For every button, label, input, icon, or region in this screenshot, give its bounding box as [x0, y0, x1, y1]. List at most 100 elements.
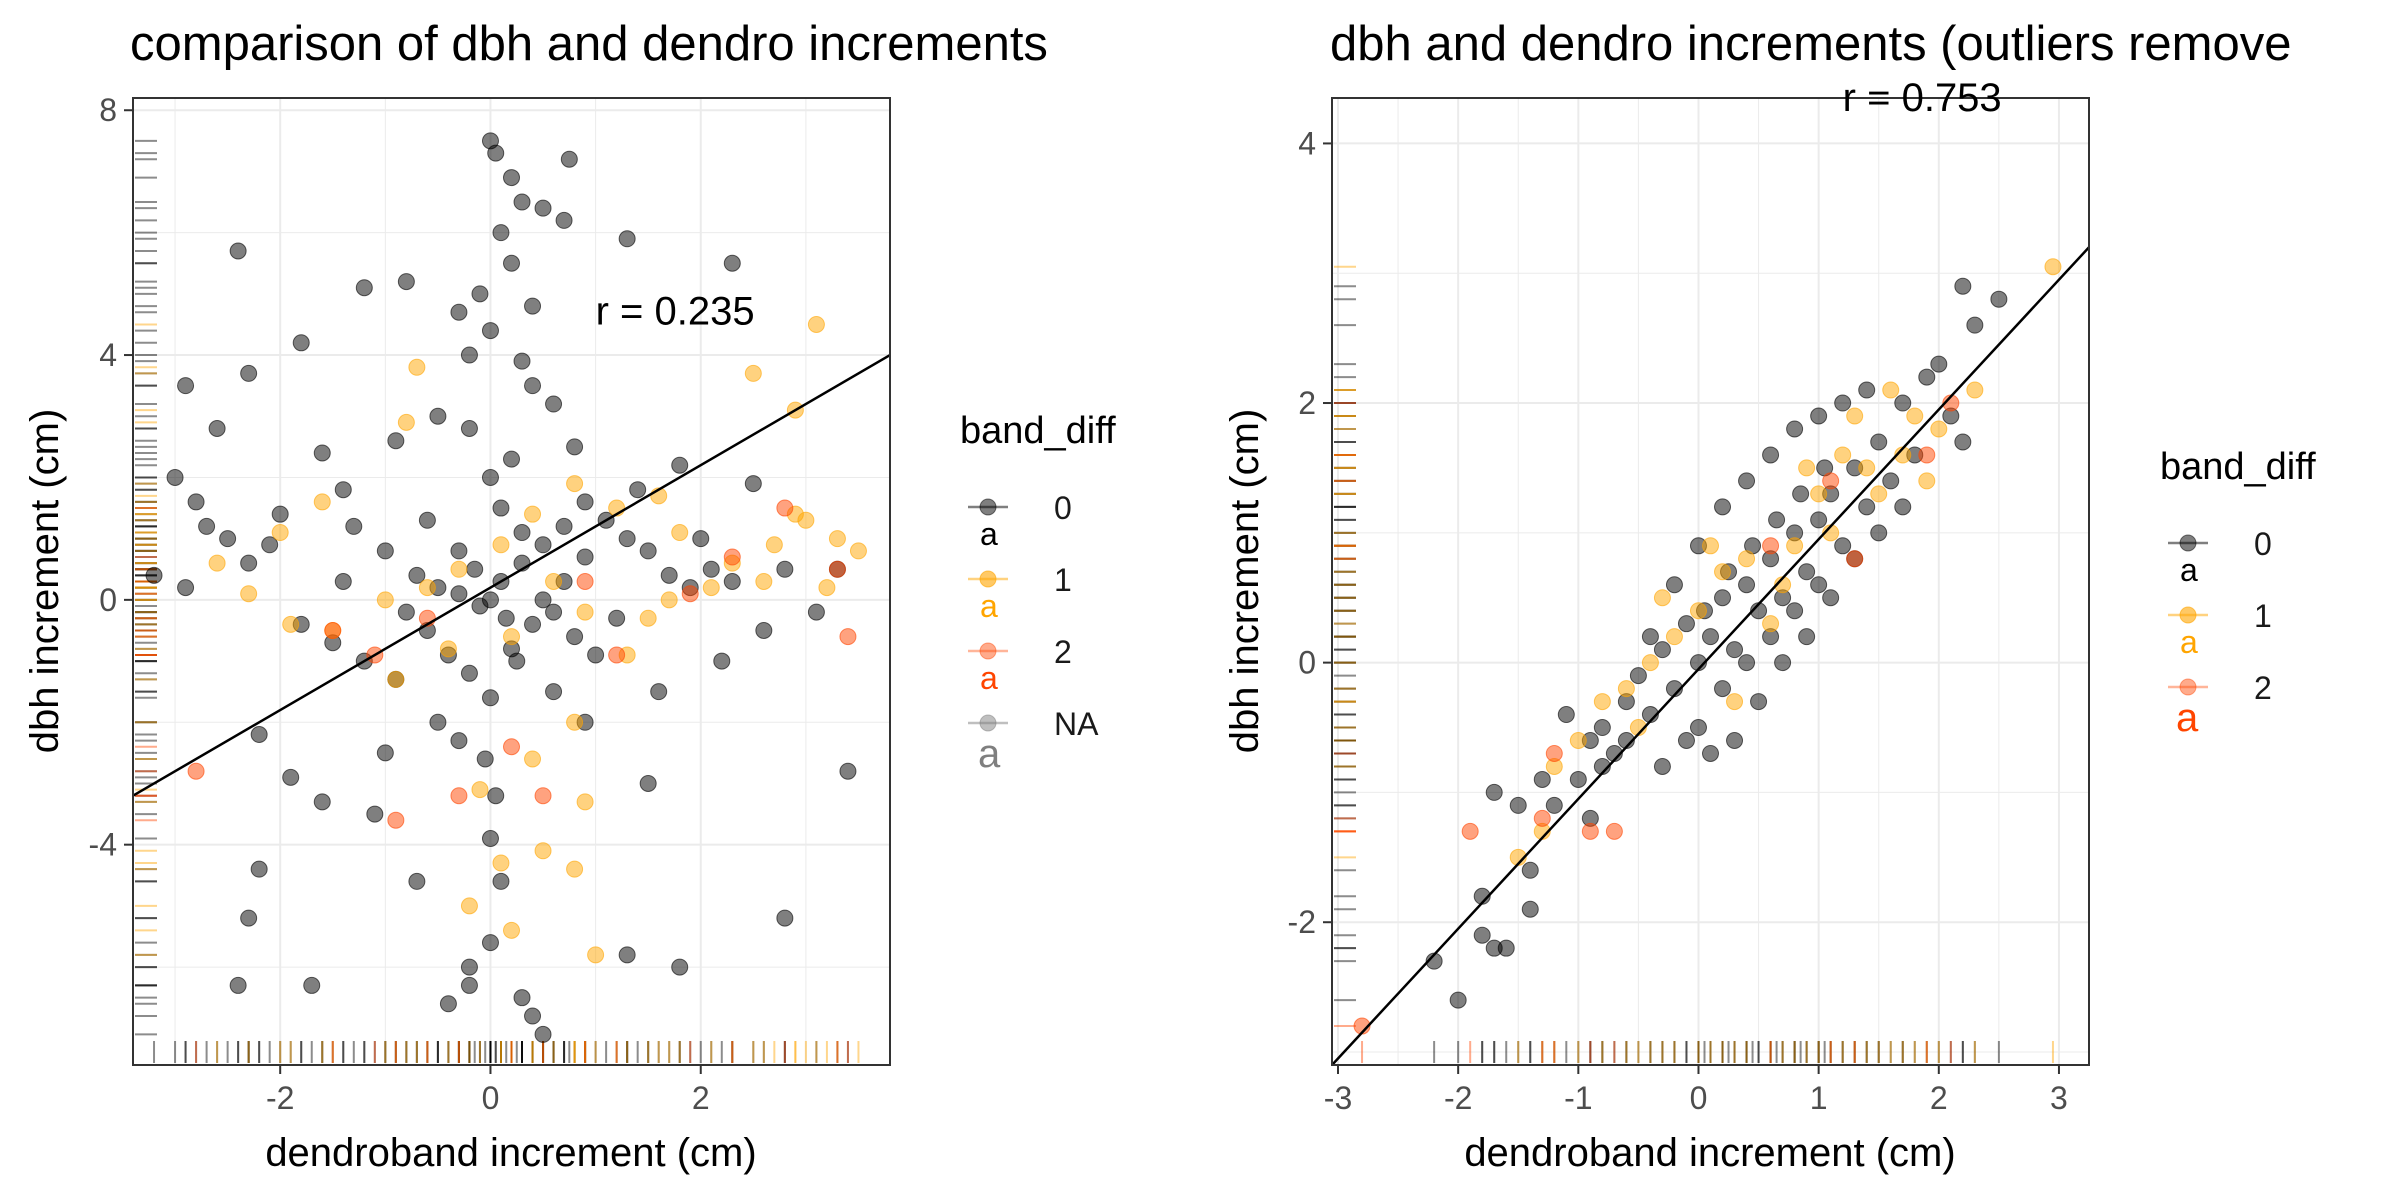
- data-point-band-diff-1: [492, 536, 510, 554]
- data-point-band-diff-1: [208, 554, 226, 572]
- data-point-band-diff-0: [671, 958, 689, 976]
- data-point-band-diff-0: [776, 560, 794, 578]
- data-point-band-diff-1: [1846, 407, 1864, 425]
- data-point-band-diff-0: [1593, 719, 1611, 737]
- data-point-band-diff-0: [618, 946, 636, 964]
- data-point-band-diff-0: [1629, 667, 1647, 685]
- data-point-band-diff-0: [497, 609, 515, 627]
- data-point-band-diff-1: [566, 860, 584, 878]
- legend-key-glyph: a: [2180, 624, 2198, 660]
- data-point-band-diff-0: [313, 444, 331, 462]
- legend-key-point: [979, 714, 997, 732]
- data-point-band-diff-0: [166, 468, 184, 486]
- data-point-band-diff-0: [1473, 926, 1491, 944]
- data-point-band-diff-0: [503, 450, 520, 468]
- y-tick-label: 0: [1298, 645, 1316, 681]
- data-point-band-diff-0: [702, 560, 720, 578]
- data-point-band-diff-1: [460, 897, 478, 915]
- data-point-band-diff-0: [481, 830, 499, 848]
- data-point-band-diff-0: [503, 254, 520, 272]
- panel-2: dbh and dendro increments (outliers remo…: [1223, 17, 2316, 1175]
- data-point-band-diff-0: [1918, 368, 1936, 386]
- panel-2-legend-key-2: a 2: [2168, 670, 2272, 740]
- data-point-band-diff-2: [387, 811, 405, 829]
- data-point-band-diff-0: [1641, 628, 1659, 646]
- data-point-band-diff-0: [439, 995, 457, 1013]
- data-point-band-diff-0: [303, 976, 321, 994]
- legend-key-glyph: a: [2180, 552, 2198, 588]
- data-point-band-diff-0: [250, 860, 268, 878]
- data-point-band-diff-2: [503, 738, 520, 756]
- panel-1-rug: [135, 139, 860, 1063]
- legend-key-point: [2179, 678, 2197, 696]
- data-point-band-diff-1: [755, 573, 773, 590]
- data-point-band-diff-1: [1870, 485, 1888, 503]
- data-point-band-diff-0: [1798, 563, 1816, 581]
- data-point-band-diff-0: [1792, 485, 1810, 503]
- panel-1-legend-key-2: a 2: [968, 634, 1072, 696]
- data-point-band-diff-1: [849, 542, 867, 560]
- data-point-band-diff-0: [576, 493, 594, 511]
- data-point-band-diff-0: [408, 566, 426, 584]
- data-point-band-diff-1: [282, 615, 300, 633]
- data-point-band-diff-0: [240, 909, 258, 927]
- data-point-band-diff-0: [1726, 732, 1744, 750]
- data-point-band-diff-0: [1822, 589, 1840, 607]
- y-tick-label: -2: [1288, 904, 1316, 940]
- data-point-band-diff-0: [576, 548, 594, 566]
- legend-key-point: [979, 498, 997, 516]
- data-point-band-diff-0: [476, 750, 494, 768]
- data-point-band-diff-0: [608, 609, 626, 627]
- data-point-band-diff-2: [1918, 446, 1936, 464]
- data-point-band-diff-0: [513, 352, 531, 370]
- data-point-band-diff-0: [481, 934, 499, 952]
- data-point-band-diff-0: [1834, 394, 1852, 412]
- data-point-band-diff-0: [261, 536, 279, 554]
- data-point-band-diff-0: [1858, 498, 1876, 516]
- panel-2-legend-key-1: a 1: [2168, 598, 2272, 660]
- data-point-band-diff-0: [618, 530, 636, 548]
- data-point-band-diff-0: [145, 566, 163, 584]
- x-tick-label: 0: [482, 1080, 500, 1116]
- panel-2-legend: band_diff a 0 a 1 a 2: [2160, 446, 2316, 740]
- data-point-band-diff-0: [466, 560, 484, 578]
- data-point-band-diff-1: [587, 946, 605, 964]
- data-point-band-diff-0: [650, 683, 668, 701]
- data-point-band-diff-1: [660, 591, 678, 609]
- data-point-band-diff-0: [282, 768, 300, 786]
- data-point-band-diff-0: [744, 475, 762, 493]
- data-point-band-diff-0: [1774, 654, 1792, 672]
- legend-key-point: [2179, 534, 2197, 552]
- data-point-band-diff-0: [366, 805, 384, 823]
- data-point-band-diff-2: [1533, 809, 1551, 827]
- panel-2-correlation-annotation: r = 0.753: [1843, 76, 2002, 120]
- data-point-band-diff-0: [513, 524, 531, 542]
- data-point-band-diff-1: [744, 364, 762, 382]
- panel-2-regression-line: [1331, 246, 2090, 1066]
- panel-1-legend-label-2: 2: [1054, 634, 1072, 670]
- data-point-band-diff-0: [1834, 537, 1852, 555]
- data-point-band-diff-1: [471, 781, 489, 799]
- data-point-band-diff-0: [1521, 900, 1539, 918]
- data-point-band-diff-2: [1822, 472, 1840, 490]
- data-point-band-diff-0: [481, 468, 499, 486]
- panel-1-legend-label-3: NA: [1054, 706, 1099, 742]
- x-tick-label: -2: [1444, 1080, 1472, 1116]
- plot-background: [1332, 98, 2089, 1065]
- data-point-band-diff-0: [1714, 589, 1732, 607]
- data-point-band-diff-0: [508, 652, 526, 670]
- data-point-band-diff-0: [450, 732, 468, 750]
- data-point-band-diff-0: [471, 285, 489, 303]
- legend-key-point: [2179, 606, 2197, 624]
- data-point-band-diff-0: [450, 542, 468, 560]
- data-point-band-diff-0: [376, 542, 394, 560]
- data-point-band-diff-0: [1677, 615, 1695, 633]
- data-point-band-diff-0: [1768, 511, 1786, 529]
- data-point-band-diff-0: [660, 566, 678, 584]
- data-point-band-diff-0: [492, 872, 510, 890]
- data-point-band-diff-0: [313, 793, 331, 811]
- data-point-band-diff-1: [1702, 537, 1719, 555]
- data-point-band-diff-0: [524, 615, 542, 633]
- data-point-band-diff-0: [513, 193, 531, 211]
- data-point-band-diff-1: [576, 603, 594, 621]
